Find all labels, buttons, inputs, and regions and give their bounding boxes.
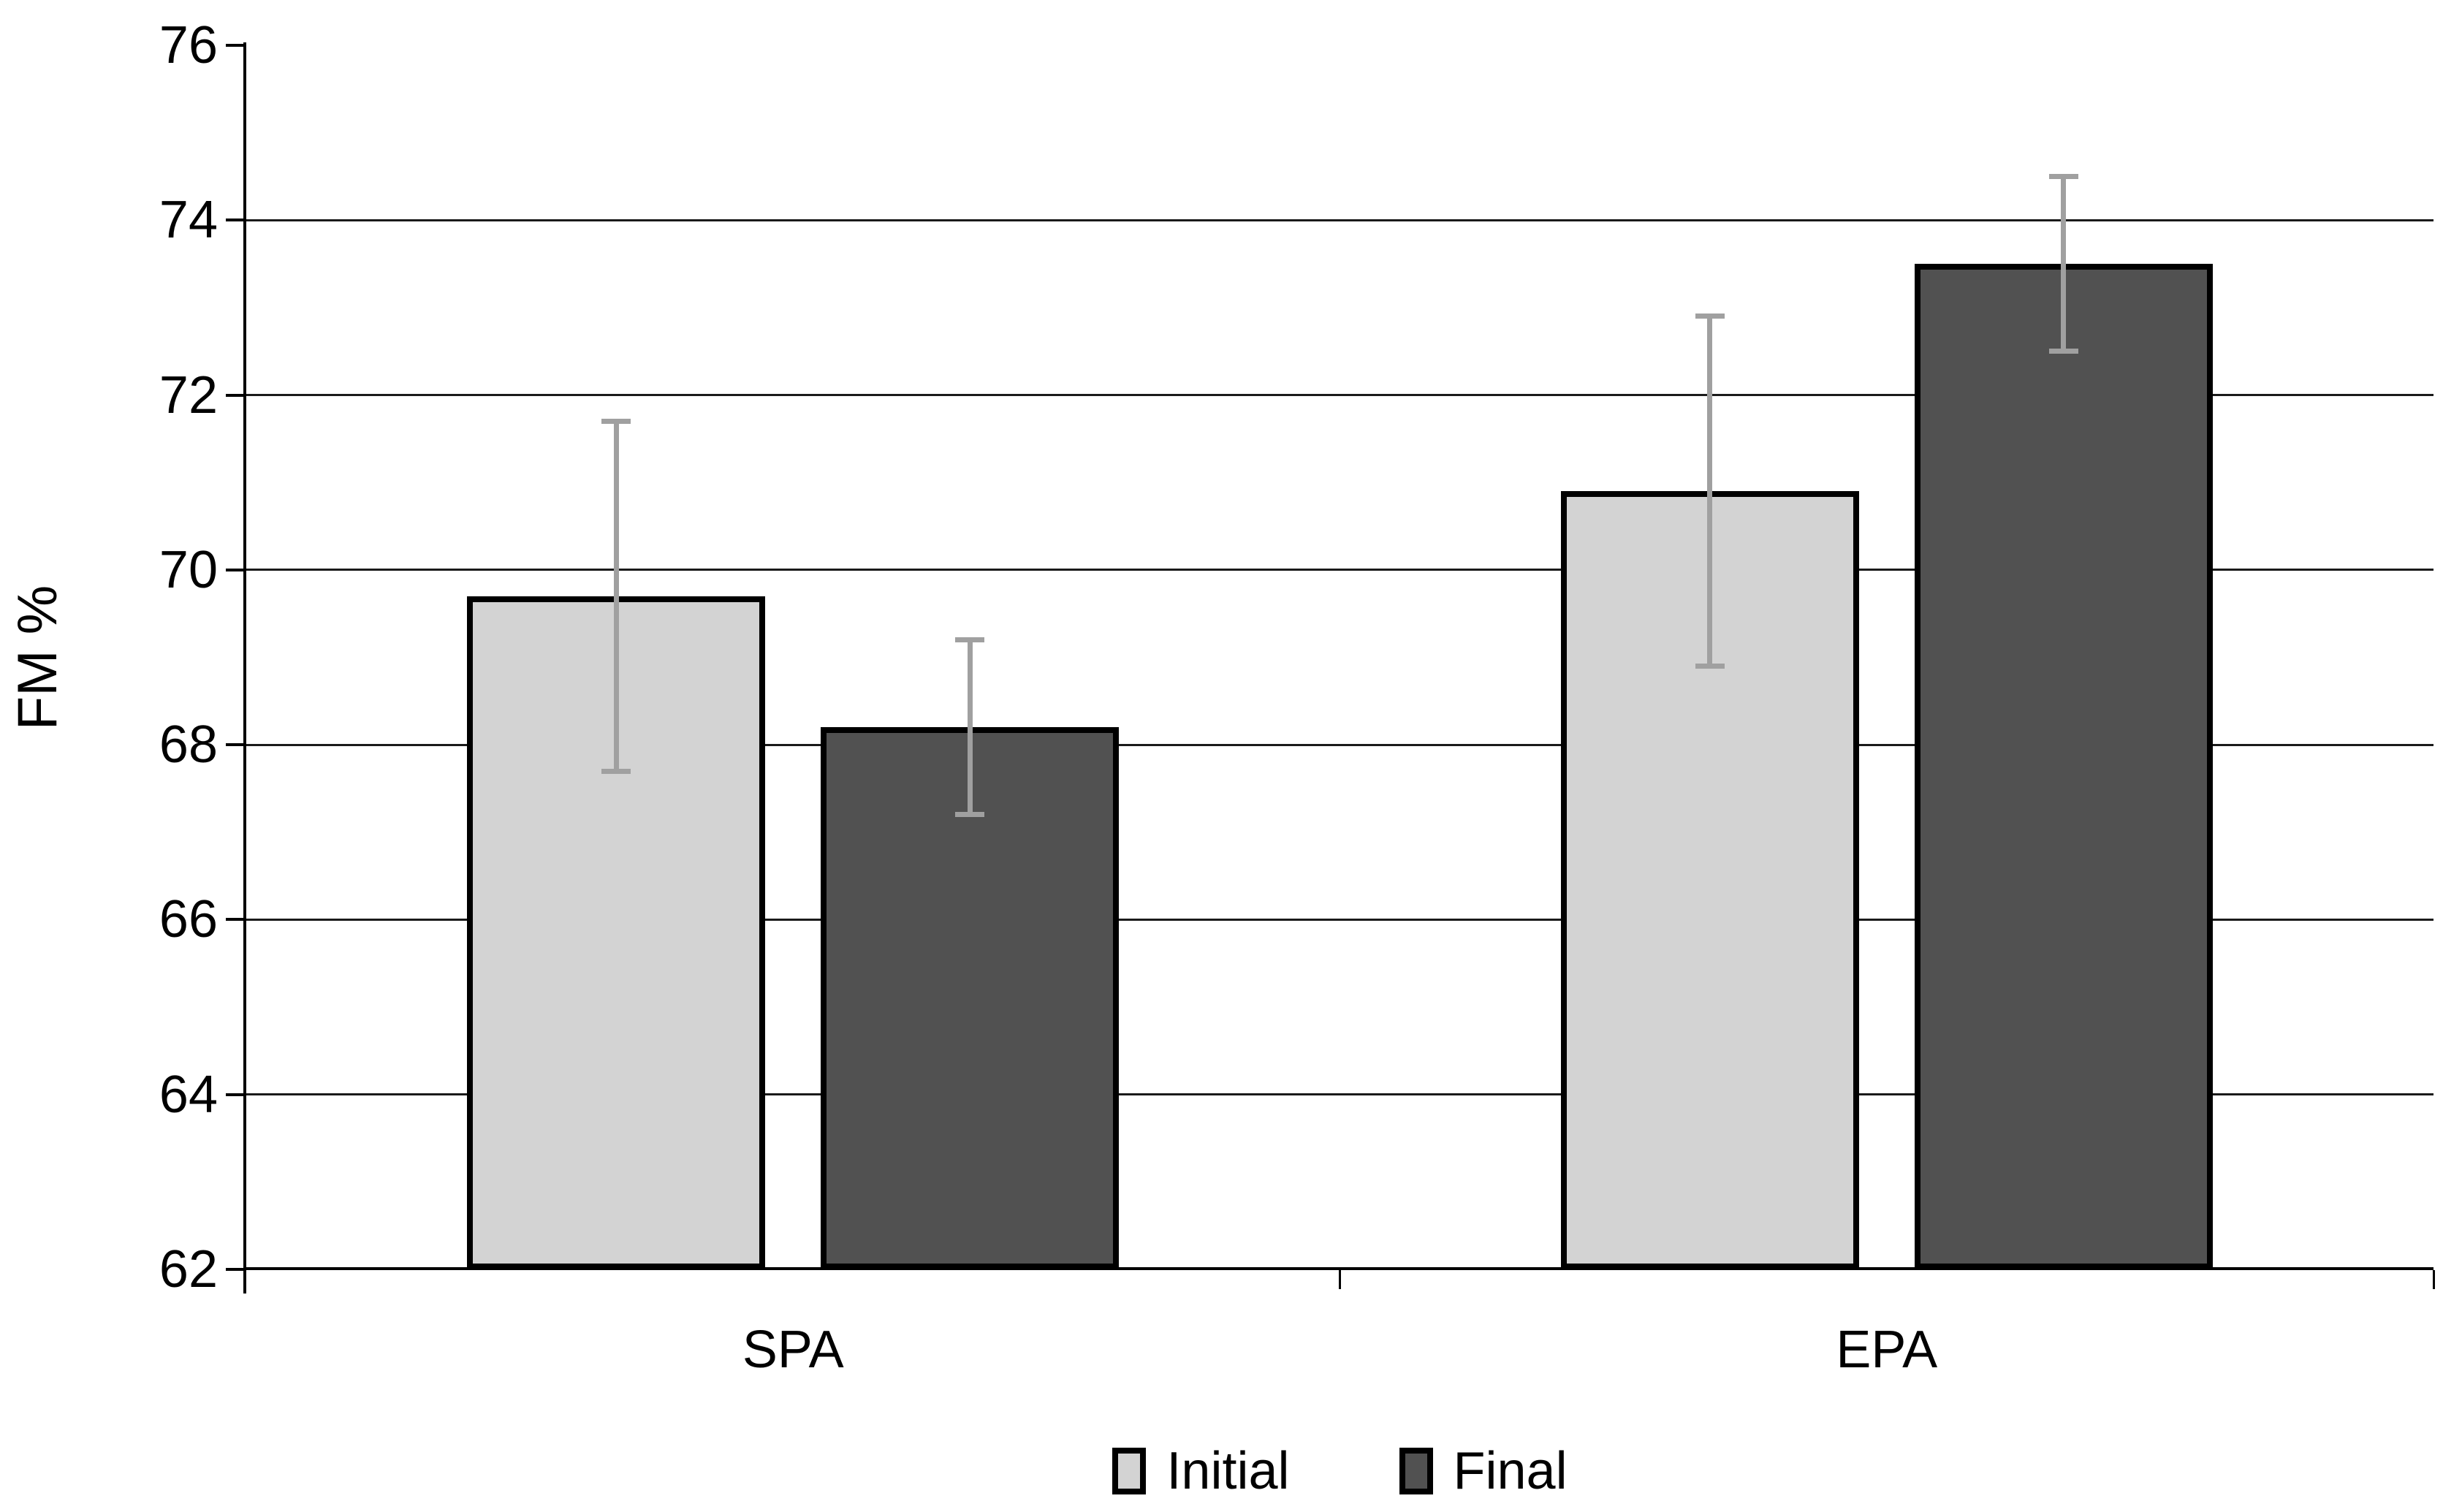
legend-item-initial: Initial [1112,1438,1290,1504]
y-tick-mark [226,568,246,571]
y-tick-label: 64 [159,1065,218,1124]
gridline [246,1093,2433,1096]
y-tick-mark [226,1268,246,1271]
bar-initial-spa [467,596,766,1269]
y-tick-label: 70 [159,540,218,599]
y-tick-mark [226,918,246,922]
y-tick-mark [226,393,246,397]
legend-label: Final [1453,1442,1568,1500]
error-bar-stem [967,639,973,815]
plot-area [246,45,2433,1269]
error-bar-cap [1695,314,1725,319]
error-bar-stem [1707,316,1713,666]
x-axis-line [243,1267,2433,1270]
y-tick-label: 68 [159,715,218,775]
legend-swatch-initial [1112,1448,1147,1494]
y-tick-mark [226,219,246,222]
y-tick-mark [226,743,246,747]
gridline [246,394,2433,397]
gridline [246,569,2433,571]
legend-label: Initial [1166,1442,1290,1500]
gridline [246,219,2433,221]
x-tick-mark [2432,1270,2435,1289]
y-axis-line [243,42,246,1293]
y-tick-label: 66 [159,890,218,949]
y-tick-label: 62 [159,1240,218,1299]
error-bar-cap [955,637,985,643]
error-bar-cap [601,768,631,774]
y-tick-mark [226,44,246,47]
category-label: EPA [1836,1321,1938,1379]
error-bar-stem [613,421,619,772]
gridline [246,918,2433,921]
y-tick-mark [226,1093,246,1096]
y-tick-label: 72 [159,365,218,425]
gridline [246,743,2433,746]
y-tick-label: 76 [159,16,218,75]
error-bar-stem [2061,176,2067,352]
category-label: SPA [742,1321,844,1379]
legend-swatch-final [1399,1448,1433,1494]
error-bar-cap [2048,173,2078,179]
error-bar-cap [2048,349,2078,354]
error-bar-cap [601,418,631,424]
bar-final-epa [1914,264,2213,1269]
error-bar-cap [955,812,985,818]
bar-final-spa [821,727,1120,1269]
error-bar-cap [1695,663,1725,669]
y-tick-label: 74 [159,191,218,250]
x-tick-mark [1339,1270,1341,1289]
legend-item-final: Final [1399,1438,1568,1504]
legend: Initial Final [246,1438,2433,1504]
